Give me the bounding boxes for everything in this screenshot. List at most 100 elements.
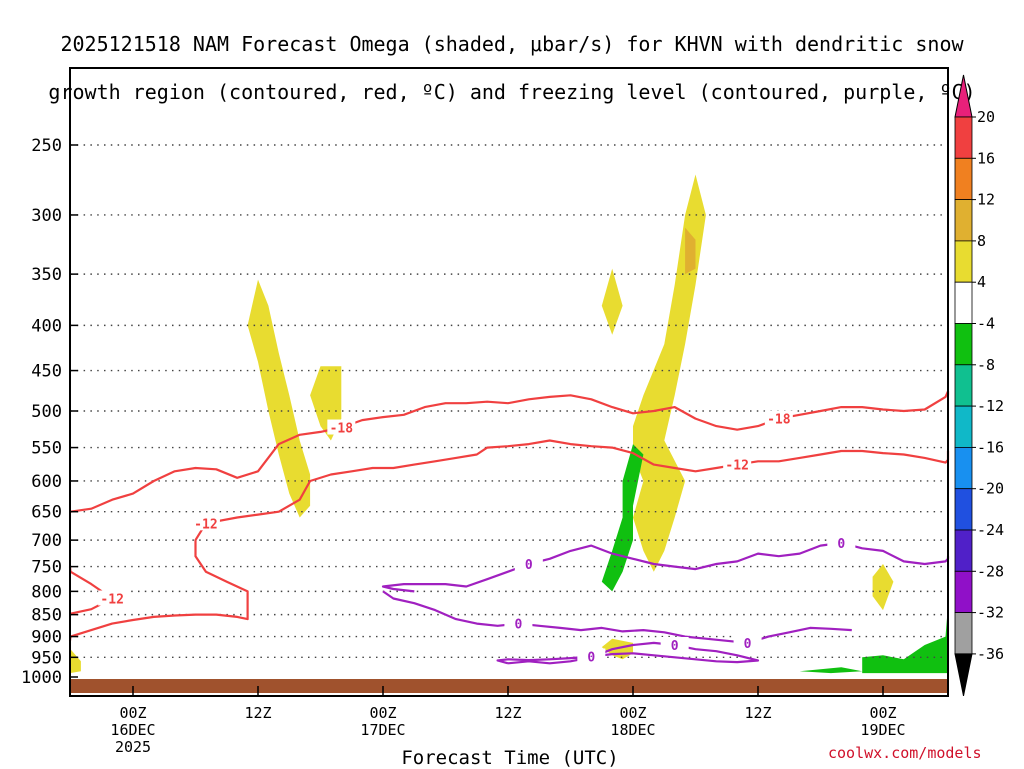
contour-lines: -18 -18 -12 -12 -12 0 0 0 0 0 0 [68, 390, 950, 666]
contour-0 [69, 390, 950, 513]
plot-frame [69, 67, 949, 697]
contour-label-2-1: -12 [725, 459, 748, 474]
colorbar-label-4: 4 [977, 273, 986, 291]
colorbar-segment-10 [954, 529, 973, 572]
ytick-label-600: 600 [31, 472, 62, 492]
contour-label-3-0: 0 [525, 558, 533, 573]
omega-shaded-regions [70, 174, 948, 674]
colorbar-segment-8 [954, 446, 973, 490]
contour-label-3-1: 0 [837, 537, 845, 552]
colorbar-label-3: 8 [977, 232, 986, 250]
colorbar-label-6: -8 [977, 356, 995, 374]
contour-label-2-0: -12 [194, 517, 217, 532]
ytick-label-550: 550 [31, 439, 62, 459]
xtick-label-0-1: 16DEC [110, 721, 155, 739]
omega-region-7 [872, 564, 894, 611]
ytick-label-450: 450 [31, 362, 62, 382]
chart-title-line-2: growth region (contoured, red, ºC) and f… [48, 80, 976, 104]
colorbar-segment-3 [954, 240, 973, 283]
colorbar-bottom-arrow [954, 653, 973, 696]
ytick-label-850: 850 [31, 606, 62, 626]
ytick-label-1000: 1000 [21, 668, 62, 688]
contour-label-bg-0-0 [327, 419, 356, 435]
colorbar-segment-4 [954, 281, 973, 324]
ytick-label-800: 800 [31, 582, 62, 602]
colorbar-segment-11 [954, 570, 973, 613]
x-axis-label: Forecast Time (UTC) [401, 747, 619, 769]
colorbar-top-arrow [954, 74, 973, 118]
colorbar: 20 16 12 8 4 -4 -8 -12 -16 -20 -24 -28 -32 -36 [954, 74, 1004, 696]
ytick-label-650: 650 [31, 503, 62, 523]
ytick-label-250: 250 [31, 136, 62, 156]
xtick-label-72-1: 19DEC [860, 721, 905, 739]
xtick-label-24-1: 17DEC [360, 721, 405, 739]
contour-label-bg-2-1 [723, 456, 752, 472]
omega-region-10 [862, 576, 948, 674]
colorbar-segment-6 [954, 364, 973, 407]
chart-title: 2025121518 NAM Forecast Omega (shaded, μ… [0, 8, 1024, 128]
colorbar-label-10: -24 [977, 521, 1004, 539]
xtick-label-72-0: 00Z [869, 704, 896, 722]
ytick-label-500: 500 [31, 402, 62, 422]
contour-label-bg-5-1 [577, 648, 606, 664]
ytick-label-750: 750 [31, 558, 62, 578]
colorbar-segment-0 [954, 116, 973, 159]
contour-label-4-0: 0 [515, 618, 523, 633]
omega-region-3 [601, 268, 623, 335]
chart-title-line-1: 2025121518 NAM Forecast Omega (shaded, μ… [60, 32, 964, 56]
colorbar-segment-7 [954, 405, 973, 448]
contour-label-5-0: 0 [671, 639, 679, 654]
colorbar-segment-5 [954, 323, 973, 366]
contour-label-bg-5-0 [660, 637, 689, 653]
contour-2 [68, 439, 950, 641]
ytick-label-400: 400 [31, 316, 62, 336]
colorbar-segment-9 [954, 488, 973, 531]
colorbar-label-13: -36 [977, 645, 1004, 663]
xtick-label-24-0: 00Z [369, 704, 396, 722]
colorbar-label-9: -20 [977, 480, 1004, 498]
colorbar-label-2: 12 [977, 191, 995, 209]
ytick-label-350: 350 [31, 265, 62, 285]
contour-label-5-1: 0 [587, 651, 595, 666]
colorbar-segment-1 [954, 157, 973, 201]
colorbar-label-12: -32 [977, 604, 1004, 622]
colorbar-label-7: -12 [977, 397, 1004, 415]
terrain-ground [70, 679, 948, 693]
ytick-label-300: 300 [31, 206, 62, 226]
contour-label-bg-0-1 [764, 410, 793, 426]
ytick-label-700: 700 [31, 531, 62, 551]
omega-region-11 [799, 667, 863, 674]
contour-label-0-1: -18 [767, 413, 791, 428]
xtick-label-12-0: 12Z [244, 704, 271, 722]
contour-label-bg-2-0 [191, 515, 220, 531]
omega-region-5 [70, 636, 81, 674]
omega-region-4 [633, 174, 706, 572]
contour-label-bg-3-0 [514, 556, 543, 572]
colorbar-segment-2 [954, 199, 973, 242]
contour-5 [496, 641, 760, 665]
contour-3 [381, 541, 950, 593]
contour-label-bg-3-1 [827, 534, 856, 550]
colorbar-segment-12 [954, 612, 973, 655]
colorbar-label-8: -16 [977, 438, 1004, 456]
colorbar-label-11: -28 [977, 562, 1004, 580]
omega-region-1 [247, 279, 311, 518]
credit-text: coolwx.com/models [828, 744, 982, 762]
xtick-label-48-0: 00Z [619, 704, 646, 722]
contour-label-bg-1-0 [98, 590, 127, 606]
contour-label-4-1: 0 [744, 637, 752, 652]
xtick-label-36-0: 12Z [494, 704, 521, 722]
contour-label-bg-4-0 [504, 615, 533, 631]
xtick-label-0-0: 00Z [119, 704, 146, 722]
y-axis: 250 300 350 400 450 500 550 600 650 700 750 800 8509… [21, 136, 78, 688]
xtick-label-0-2: 2025 [115, 738, 151, 756]
contour-label-0-0: -18 [330, 422, 354, 437]
xtick-label-48-1: 18DEC [610, 721, 655, 739]
colorbar-label-1: 16 [977, 149, 995, 167]
xtick-label-60-0: 12Z [744, 704, 771, 722]
gridlines [70, 144, 948, 659]
contour-label-1-0: -12 [100, 592, 123, 607]
ytick-label-900: 900 [31, 628, 62, 648]
contour-label-bg-4-1 [733, 634, 762, 650]
